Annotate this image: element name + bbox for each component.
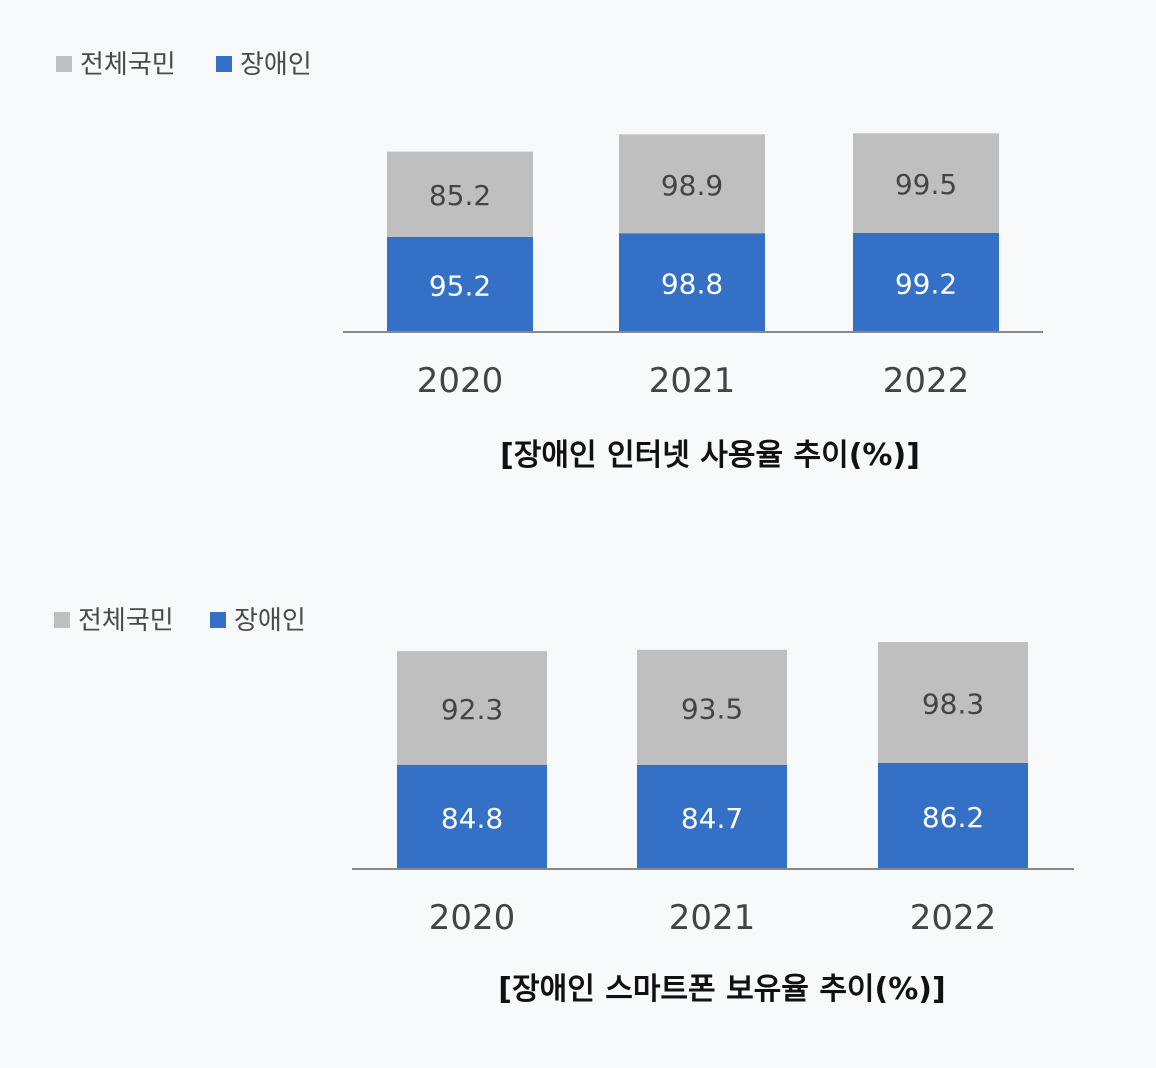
data-label: 86.2 — [922, 801, 984, 834]
bar-segment — [387, 236, 533, 332]
chart-title: [장애인 스마트폰 보유율 추이(%)] — [498, 972, 945, 1007]
data-label: 85.2 — [429, 179, 491, 212]
legend-label: 장애인 — [240, 50, 312, 80]
internet-usage-chart: 전체국민 장애인 95.2 85.2 2020 98.8 98.9 2021 99.2 99.5 2… — [56, 50, 1043, 473]
x-tick-label: 2020 — [417, 361, 504, 401]
data-label: 98.9 — [661, 169, 723, 202]
data-label: 98.3 — [922, 688, 984, 721]
x-tick-label: 2021 — [669, 898, 756, 938]
data-label: 98.8 — [661, 268, 723, 301]
bar-segment — [878, 762, 1028, 869]
bar-segment — [397, 651, 547, 765]
chart-title: [장애인 인터넷 사용율 추이(%)] — [500, 438, 920, 473]
bar-segment — [637, 764, 787, 869]
bar-segment — [878, 642, 1028, 763]
data-label: 99.2 — [895, 267, 957, 300]
legend-swatch — [56, 56, 72, 72]
legend-swatch — [216, 56, 232, 72]
data-label: 99.5 — [895, 168, 957, 201]
bar-segment — [397, 764, 547, 869]
legend-swatch — [54, 612, 70, 628]
data-label: 92.3 — [441, 693, 503, 726]
data-label: 95.2 — [429, 269, 491, 302]
legend-swatch — [210, 612, 226, 628]
smartphone-ownership-chart: 전체국민 장애인 84.8 92.3 2020 84.7 93.5 2021 86.2 98.3 2… — [54, 606, 1074, 1007]
bar-segment — [637, 649, 787, 765]
x-tick-label: 2022 — [910, 898, 997, 938]
bar-segment — [619, 134, 765, 234]
x-tick-label: 2021 — [649, 361, 736, 401]
legend-label: 전체국민 — [80, 50, 176, 80]
bar-segment — [853, 133, 999, 233]
legend-label: 장애인 — [234, 606, 306, 636]
bar-segment — [387, 151, 533, 237]
x-tick-label: 2022 — [883, 361, 970, 401]
data-label: 93.5 — [681, 692, 743, 725]
data-label: 84.7 — [681, 802, 743, 835]
data-label: 84.8 — [441, 802, 503, 835]
legend-label: 전체국민 — [78, 606, 174, 636]
bar-segment — [619, 233, 765, 332]
x-tick-label: 2020 — [429, 898, 516, 938]
bar-segment — [853, 232, 999, 332]
